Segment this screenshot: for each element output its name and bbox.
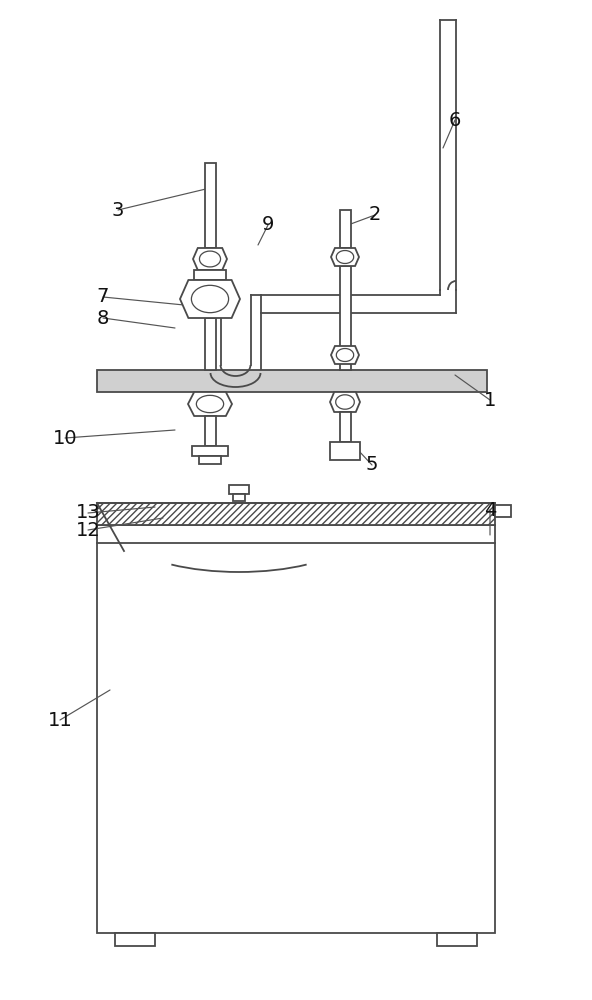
- Bar: [199, 456, 221, 464]
- Bar: [115, 933, 155, 946]
- Text: 6: 6: [449, 110, 461, 129]
- Bar: [192, 446, 228, 456]
- Polygon shape: [180, 280, 240, 318]
- Bar: [97, 370, 487, 392]
- Bar: [233, 494, 245, 501]
- Bar: [437, 933, 477, 946]
- Bar: [339, 266, 350, 370]
- Text: 11: 11: [47, 710, 72, 730]
- Polygon shape: [188, 392, 232, 416]
- Bar: [194, 270, 226, 280]
- Text: 12: 12: [76, 520, 101, 540]
- Text: 1: 1: [484, 390, 496, 410]
- Bar: [495, 505, 511, 517]
- Text: 10: 10: [53, 428, 78, 448]
- Bar: [339, 210, 350, 248]
- Text: 2: 2: [369, 206, 381, 225]
- Polygon shape: [330, 392, 360, 412]
- Text: 8: 8: [97, 308, 109, 328]
- Text: 4: 4: [484, 500, 496, 520]
- Polygon shape: [331, 346, 359, 364]
- Text: 3: 3: [112, 200, 124, 220]
- Bar: [204, 163, 215, 248]
- Text: 7: 7: [97, 288, 109, 306]
- Text: 9: 9: [262, 216, 274, 234]
- Bar: [229, 485, 249, 494]
- Bar: [204, 318, 215, 370]
- Bar: [97, 525, 495, 933]
- Polygon shape: [331, 248, 359, 266]
- Bar: [204, 416, 215, 446]
- Text: 13: 13: [76, 504, 101, 522]
- Bar: [330, 442, 360, 460]
- Bar: [97, 503, 495, 525]
- Polygon shape: [193, 248, 227, 270]
- Text: 5: 5: [366, 456, 378, 475]
- Bar: [339, 412, 350, 442]
